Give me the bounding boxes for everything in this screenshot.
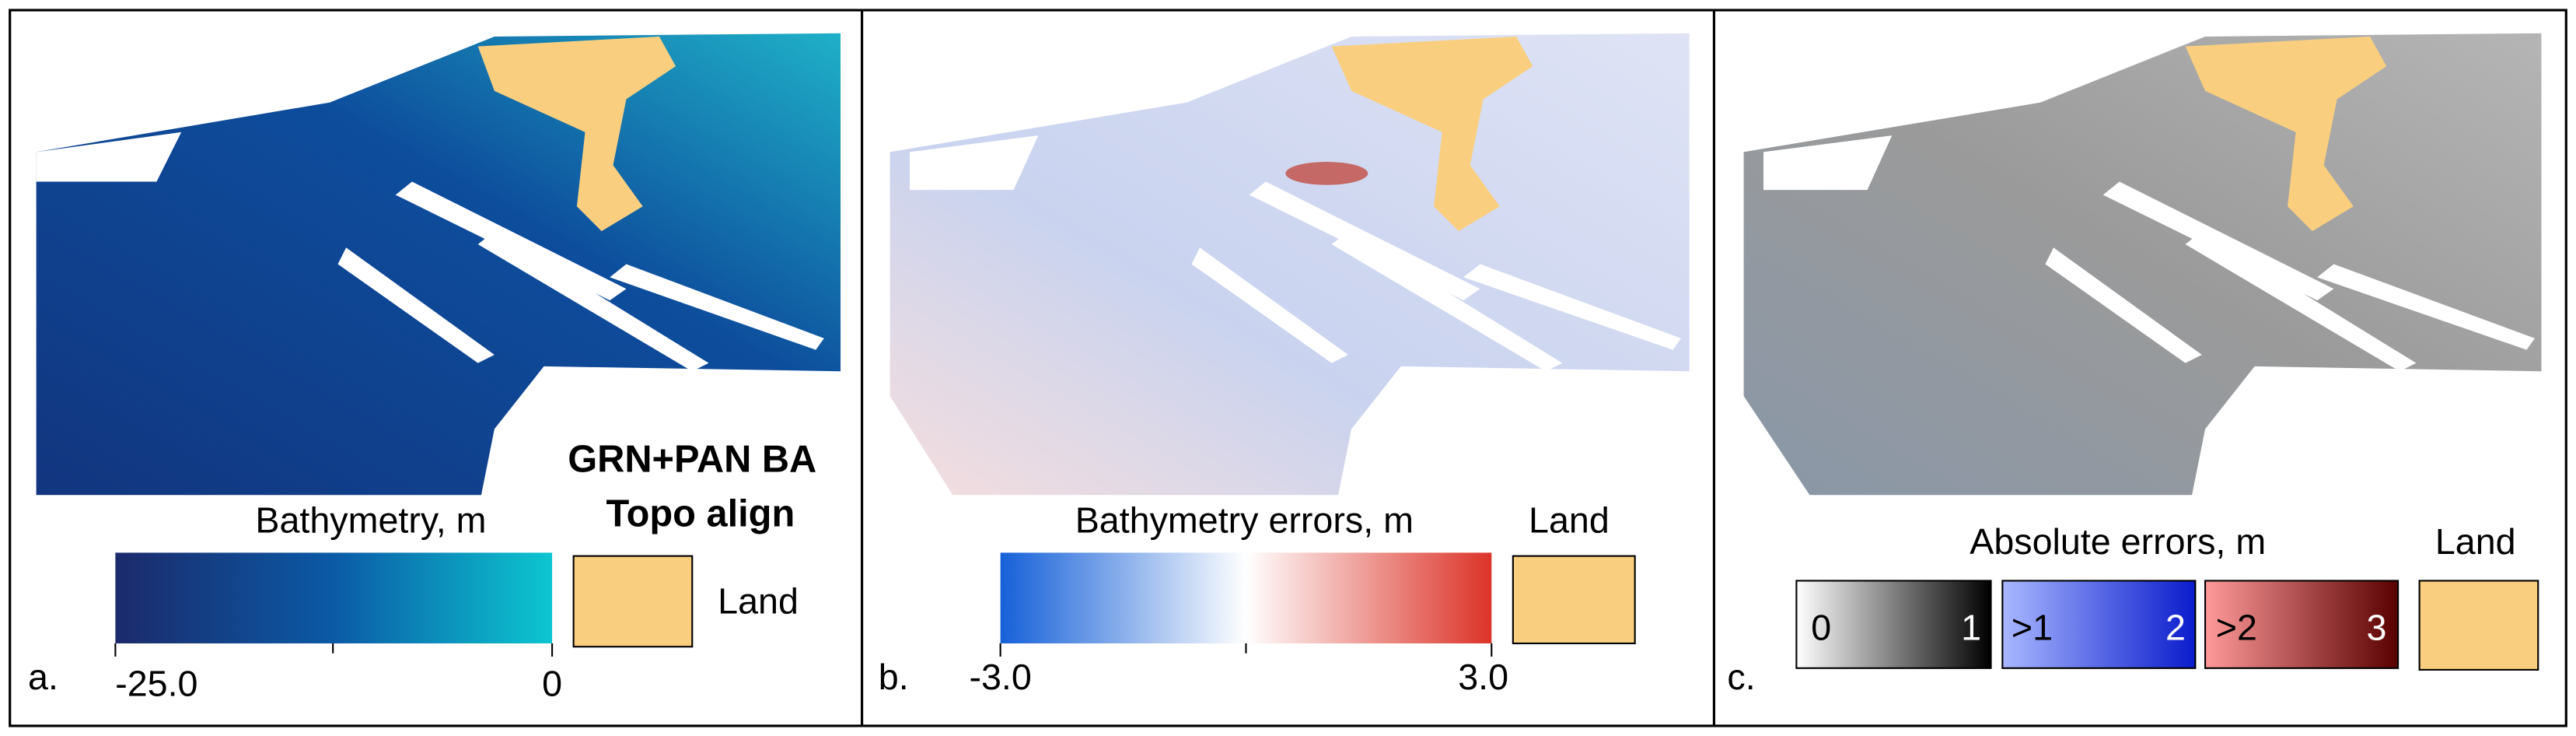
colorbar [2001, 580, 2197, 669]
colorbar [1795, 580, 1992, 669]
masked-area [910, 135, 1682, 372]
panel-a: GRN+PAN BA Topo align Bathymetry, m -25.… [28, 33, 841, 703]
panel-letter: a. [28, 657, 58, 697]
map [36, 33, 841, 496]
frame [9, 9, 2567, 727]
map [1743, 33, 2542, 496]
bin-label: >1 [2012, 607, 2053, 647]
masked-area [36, 131, 824, 372]
bin-label: 3 [2367, 607, 2387, 647]
masked-area [1763, 135, 2536, 372]
land-label: Land [2435, 521, 2516, 562]
land-swatch [572, 555, 694, 648]
scale-label: -25.0 [115, 663, 197, 703]
bin-label: 0 [1811, 607, 1831, 647]
colorbar [115, 552, 553, 643]
title: Topo align [606, 493, 795, 535]
legend-title: Bathymetry errors, m [1075, 500, 1414, 541]
bin-label: >2 [2216, 607, 2257, 647]
land-swatch [1512, 555, 1636, 645]
panel-c: Absolute errors, m 0 1 >1 2 >2 3 Land c. [1727, 33, 2542, 697]
panel-letter: b. [879, 657, 909, 697]
land-area [2185, 36, 2387, 232]
panel-b: Bathymetry errors, m -3.0 3.0 Land b. [879, 33, 1690, 697]
scale-label: 3.0 [1458, 657, 1508, 697]
land-area [477, 36, 676, 232]
colorbar [2204, 580, 2399, 669]
land-area [1331, 36, 1533, 232]
scale-label: 0 [542, 663, 562, 703]
title: GRN+PAN BA [568, 439, 816, 481]
scale-label: -3.0 [969, 657, 1031, 697]
legend-title: Absolute errors, m [1970, 521, 2266, 562]
panel-letter: c. [1727, 657, 1755, 697]
error-hotspot [1285, 162, 1368, 185]
land-label: Land [718, 580, 799, 621]
bin-label: 1 [1961, 607, 1981, 647]
bin-label: 2 [2165, 607, 2186, 647]
legend-title: Bathymetry, m [255, 500, 486, 541]
colorbar [1000, 552, 1492, 643]
land-swatch [2418, 580, 2539, 671]
land-label: Land [1529, 500, 1610, 541]
map [890, 33, 1690, 496]
